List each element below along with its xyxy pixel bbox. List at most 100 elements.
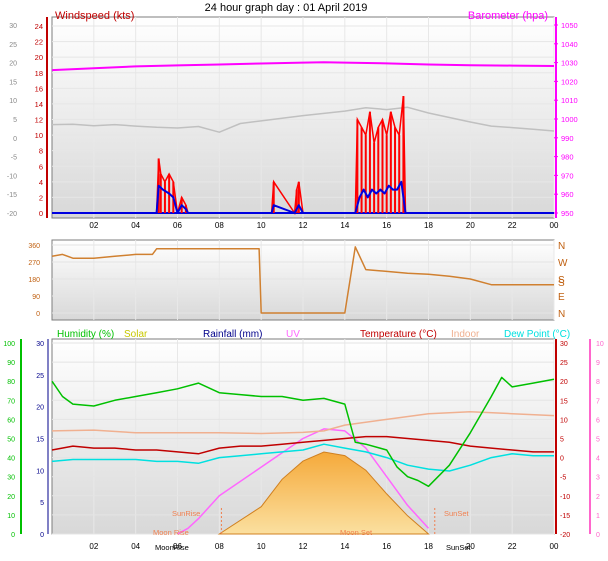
wind-x-tick-label: 16: [382, 221, 391, 230]
wind-x-tick-label: 20: [466, 221, 475, 230]
temp-y-tick-label: -20: [560, 532, 570, 539]
temp-x-tick-label: 06: [173, 542, 182, 551]
legend-item: Dew Point (°C): [504, 329, 570, 340]
uv-line: [177, 428, 430, 535]
wind-y-tick-label: 20: [35, 53, 43, 62]
temp-x-tick-label: 20: [466, 542, 475, 551]
humidity-y-tick-label: 50: [7, 437, 15, 444]
temp-x-tick-label: 12: [299, 542, 308, 551]
temp-x-tick-label: 14: [340, 542, 349, 551]
temp-x-tick-label: 18: [424, 542, 433, 551]
wind-y-tick-label: 24: [35, 22, 43, 31]
baro-y-tick-label: 960: [561, 190, 574, 199]
baro-diff-tick-label: -20: [7, 211, 17, 218]
wind-x-tick-label: 06: [173, 221, 182, 230]
wind-direction-line: [51, 246, 554, 314]
compass-tick-label: N: [558, 309, 565, 320]
dir-y-tick-label: 0: [36, 311, 40, 318]
rain-y-tick-label: 30: [36, 341, 44, 348]
temp-panel-axes: 02 04 06 08 10 12 14 16 18 20 22 00302520151050-5-1…: [3, 339, 604, 551]
rain-y-tick-label: 0: [40, 532, 44, 539]
temp-x-tick-label: 04: [131, 542, 140, 551]
dir-y-tick-label: 90: [32, 294, 40, 301]
dir-y-tick-label: 270: [28, 260, 40, 267]
wind-y-tick-label: 14: [35, 100, 43, 109]
barometer-label: Barometer (hpa): [468, 10, 548, 22]
baro-diff-tick-label: 10: [9, 98, 17, 105]
temp-y-tick-label: 25: [560, 360, 568, 367]
baro-diff-tick-label: 5: [13, 117, 17, 124]
sun-moon-annotation: Moon Set: [340, 528, 373, 537]
temp-panel-series: [51, 376, 555, 535]
baro-y-tick-label: 980: [561, 153, 574, 162]
temp-y-tick-label: 5: [560, 437, 564, 444]
wind-x-tick-label: 18: [424, 221, 433, 230]
baro-y-tick-label: 1030: [561, 59, 578, 68]
solar-area: [217, 451, 430, 535]
baro-y-tick-label: 1000: [561, 115, 578, 124]
wind-x-tick-label: 14: [340, 221, 349, 230]
wind-y-tick-label: 16: [35, 84, 43, 93]
baro-diff-tick-label: -15: [7, 192, 17, 199]
baro-diff-tick-label: 20: [9, 61, 17, 68]
wind-x-tick-label: 00: [550, 221, 559, 230]
barometer-line: [51, 61, 555, 72]
legend-item: Humidity (%): [57, 329, 114, 340]
temp-x-tick-label: 16: [382, 542, 391, 551]
wind-y-tick-label: 8: [39, 147, 43, 156]
rain-y-tick-label: 15: [36, 437, 44, 444]
wind-x-tick-label: 04: [131, 221, 140, 230]
legend-item: Solar: [124, 329, 148, 340]
pressure-trend-line: [51, 106, 555, 133]
uv-y-tick-label: 2: [596, 494, 600, 501]
rain-y-tick-label: 10: [36, 468, 44, 475]
wind-y-tick-label: 2: [39, 193, 43, 202]
indoor-line: [51, 411, 555, 435]
wind-y-tick-label: 4: [39, 178, 43, 187]
temp-y-tick-label: 30: [560, 341, 568, 348]
temp-x-tick-label: 02: [89, 542, 98, 551]
wind-average-line: [155, 180, 407, 214]
dir-y-tick-label: 360: [28, 243, 40, 250]
humidity-y-tick-label: 80: [7, 379, 15, 386]
temp-y-tick-label: -10: [560, 494, 570, 501]
legend-item: Indoor: [451, 329, 480, 340]
uv-y-tick-label: 5: [596, 437, 600, 444]
humidity-y-tick-label: 10: [7, 513, 15, 520]
baro-y-tick-label: 990: [561, 134, 574, 143]
temperature-line: [51, 435, 554, 455]
temp-y-tick-label: 0: [560, 456, 564, 463]
wind-y-tick-label: 10: [35, 131, 43, 140]
sun-moon-annotation: SunSet: [444, 509, 470, 518]
baro-diff-tick-label: -10: [7, 173, 17, 180]
uv-y-tick-label: 4: [596, 456, 600, 463]
sun-moon-annotation: MoonRise: [155, 543, 189, 552]
baro-diff-tick-label: 15: [9, 79, 17, 86]
uv-y-tick-label: 0: [596, 532, 600, 539]
uv-y-tick-label: 1: [596, 513, 600, 520]
temp-y-tick-label: -15: [560, 513, 570, 520]
temp-x-tick-label: 08: [215, 542, 224, 551]
compass-tick-label: W: [558, 258, 568, 269]
temp-panel-legend: Humidity (%) Solar Rainfall (mm) UV Temperat…: [57, 329, 570, 340]
baro-y-tick-label: 1020: [561, 77, 578, 86]
temp-x-tick-label: 22: [508, 542, 517, 551]
direction-panel-series: [51, 246, 554, 314]
rain-y-tick-label: 5: [40, 500, 44, 507]
humidity-y-tick-label: 30: [7, 475, 15, 482]
sun-moon-annotation: SunSet: [446, 543, 472, 552]
wind-gust-line: [155, 96, 407, 216]
humidity-y-tick-label: 100: [3, 341, 15, 348]
baro-y-tick-label: 1050: [561, 21, 578, 30]
dir-y-tick-label: 180: [28, 277, 40, 284]
baro-diff-tick-label: 30: [9, 23, 17, 30]
wind-x-tick-label: 22: [508, 221, 517, 230]
baro-diff-tick-label: 0: [13, 136, 17, 143]
humidity-y-tick-label: 90: [7, 360, 15, 367]
baro-y-tick-label: 1040: [561, 40, 578, 49]
wind-y-tick-label: 6: [39, 162, 43, 171]
sun-moon-annotation: SunRise: [172, 509, 200, 518]
wind-x-tick-label: 08: [215, 221, 224, 230]
